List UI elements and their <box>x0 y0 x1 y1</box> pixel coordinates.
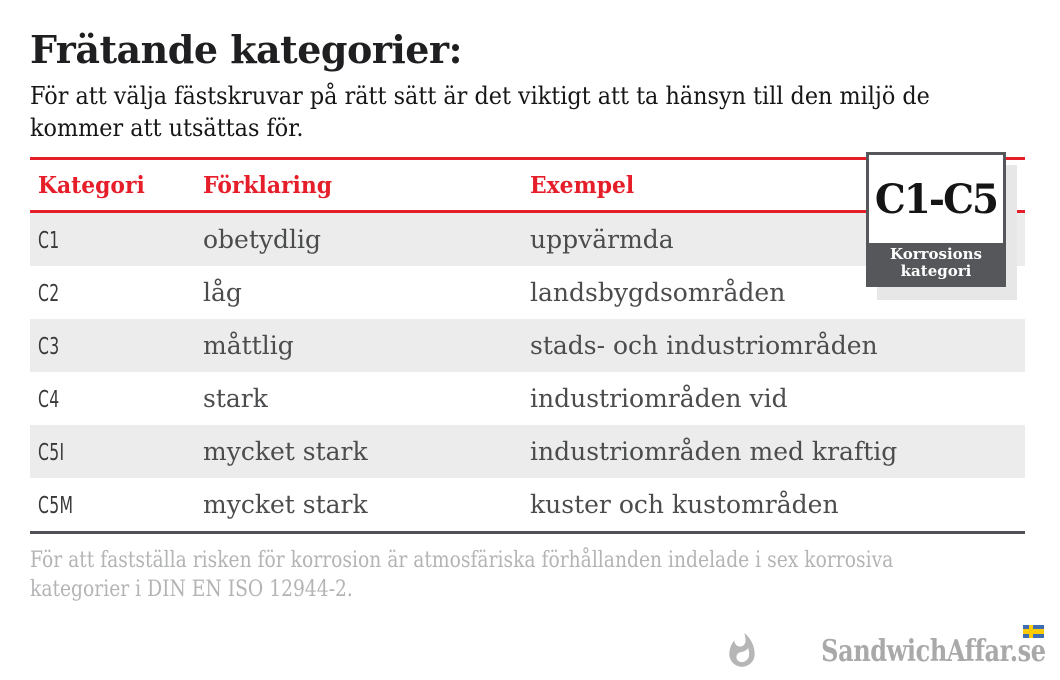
corrosion-category-badge: C1-C5 Korrosions kategori <box>866 152 1006 287</box>
cell-exempel: industriområden vid <box>530 384 788 413</box>
cell-forklaring: obetydlig <box>203 225 322 254</box>
page-subtitle: För att välja fästskruvar på rätt sätt ä… <box>30 80 998 144</box>
cell-kategori: C1 <box>38 228 60 254</box>
footnote: För att fastställa risken för korrosion … <box>30 546 1046 604</box>
cell-forklaring: måttlig <box>203 331 294 360</box>
cell-kategori: C5M <box>38 493 74 519</box>
cell-kategori: C3 <box>38 334 60 360</box>
cell-exempel: industriområden med kraftig <box>530 437 898 466</box>
corrosion-category-table: Kategori Förklaring Exempel C1 obetydlig… <box>30 157 1025 534</box>
logo-text-wrap: SandwichAffar.se <box>765 624 1046 669</box>
subtitle-line-2: kommer att utsättas för. <box>30 114 304 142</box>
cell-kategori: C4 <box>38 387 60 413</box>
column-header-exempel: Exempel <box>530 171 635 199</box>
footnote-line-2: kategorier i DIN EN ISO 12944-2. <box>30 577 353 602</box>
column-header-forklaring: Förklaring <box>203 171 332 199</box>
table-row-c4: C4 stark industriområden vid <box>30 372 1025 425</box>
table-header-row: Kategori Förklaring Exempel <box>30 157 1025 213</box>
cell-forklaring: mycket stark <box>203 490 368 519</box>
cell-exempel: landsbygdsområden <box>530 278 786 307</box>
page-title: Frätande kategorier: <box>30 27 463 72</box>
table-row-c1: C1 obetydlig uppvärmda <box>30 213 1025 266</box>
sandwichaffar-logo: SandwichAffar.se <box>723 624 1046 672</box>
logo-text: SandwichAffar.se <box>821 633 1046 669</box>
table-row-c5m: C5M mycket stark kuster och kustområden <box>30 478 1025 531</box>
badge-label-line-1: Korrosions <box>889 245 983 263</box>
table-row-c5i: C5I mycket stark industriområden med kra… <box>30 425 1025 478</box>
cell-exempel: kuster och kustområden <box>530 490 839 519</box>
footnote-line-1: För att fastställa risken för korrosion … <box>30 548 894 573</box>
table-row-c3: C3 måttlig stads- och industriområden <box>30 319 1025 372</box>
cell-forklaring: mycket stark <box>203 437 368 466</box>
column-header-kategori: Kategori <box>38 171 145 199</box>
cell-kategori: C5I <box>38 440 65 466</box>
badge-title: C1-C5 <box>874 175 999 223</box>
badge-label-line-2: kategori <box>900 262 972 280</box>
flame-icon <box>729 633 755 667</box>
subtitle-line-1: För att välja fästskruvar på rätt sätt ä… <box>30 82 930 110</box>
badge-label: Korrosions kategori <box>869 243 1003 284</box>
cell-exempel: uppvärmda <box>530 225 674 254</box>
cell-exempel: stads- och industriområden <box>530 331 878 360</box>
table-row-c2: C2 låg landsbygdsområden <box>30 266 1025 319</box>
cell-kategori: C2 <box>38 281 60 307</box>
cell-forklaring: låg <box>203 278 242 307</box>
swedish-flag-icon <box>1023 624 1044 638</box>
cell-forklaring: stark <box>203 384 268 413</box>
